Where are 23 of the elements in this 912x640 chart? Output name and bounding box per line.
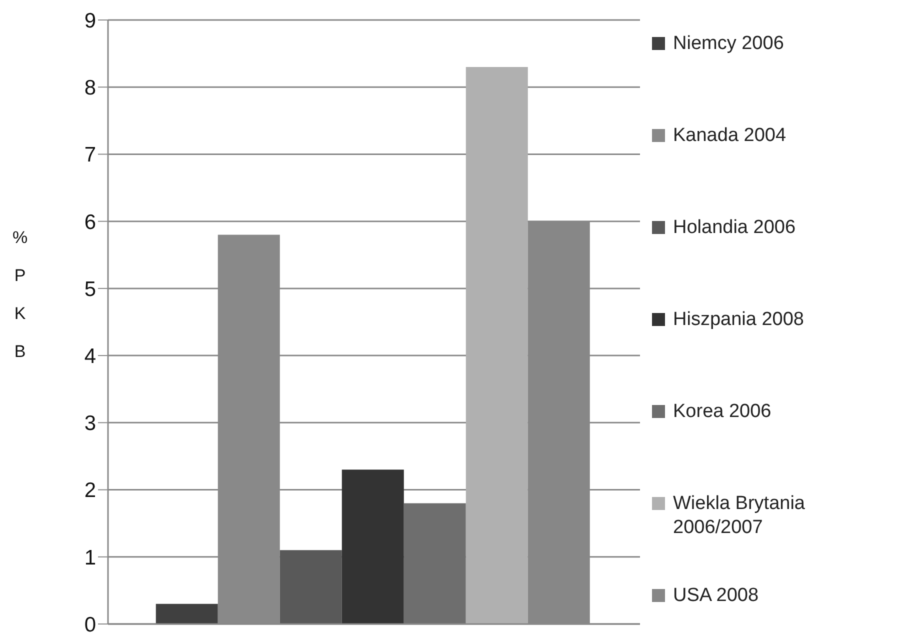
y-tick-label: 8	[84, 76, 96, 100]
legend-label: Hiszpania 2008	[673, 308, 804, 332]
y-axis-title: % PKB	[12, 228, 28, 361]
y-tick-label: 3	[84, 412, 96, 436]
y-tick-label: 7	[84, 144, 96, 167]
legend-label: Holandia 2006	[673, 216, 796, 240]
y-tick-label: 9	[84, 9, 96, 32]
y-tick-label: 5	[84, 278, 96, 301]
legend-label: Korea 2006	[673, 400, 772, 424]
legend-label: Wiekla Brytania 2006/2007	[673, 492, 806, 540]
y-tick-label: 0	[84, 613, 96, 636]
y-tick-label: 2	[84, 479, 96, 502]
y-tick-label: 4	[84, 345, 96, 368]
legend-label: USA 2008	[673, 584, 759, 608]
y-tick-label: 6	[84, 210, 96, 234]
bar	[156, 604, 218, 624]
legend-label: Kanada 2004	[673, 124, 786, 148]
y-tick-label: 1	[84, 546, 96, 570]
bar	[280, 550, 342, 624]
bar	[342, 470, 404, 624]
bar	[404, 503, 466, 624]
legend-label: Niemcy 2006	[673, 32, 784, 56]
bar	[466, 66, 528, 624]
